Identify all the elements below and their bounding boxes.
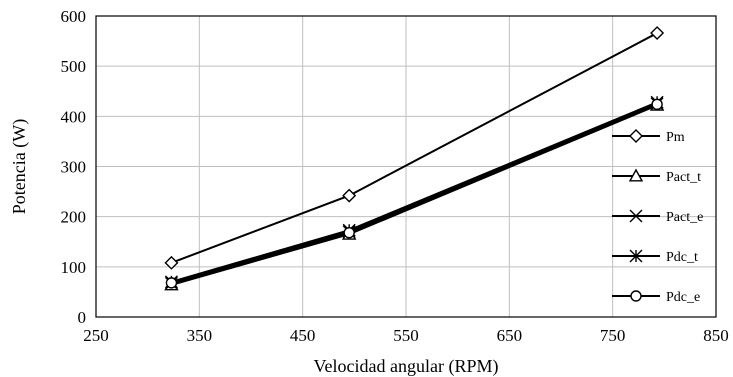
legend-item: Pdc_e: [612, 290, 700, 305]
y-tick-label: 400: [61, 107, 87, 126]
legend-label: Pdc_e: [666, 290, 700, 305]
y-tick-label: 0: [78, 308, 87, 327]
y-tick-label: 600: [61, 7, 87, 26]
legend: Pm Pact_t Pact_e Pdc_t Pdc_e: [612, 129, 703, 305]
legend-item: Pact_t: [612, 168, 701, 185]
marker-circle: [165, 277, 178, 289]
y-tick-label: 200: [61, 208, 87, 227]
marker-asterisk: [629, 249, 643, 263]
series-line: [171, 102, 658, 285]
y-tick-label: 300: [61, 158, 87, 177]
legend-item: Pact_e: [612, 209, 703, 225]
marker-circle: [343, 227, 355, 239]
series-pdc-e: [165, 98, 663, 289]
series-line: [171, 32, 658, 264]
tick-labels: 250 350 450 550 650 750 850 0 100 200 300 400 500 600: [61, 7, 729, 345]
x-tick-label: 550: [393, 326, 419, 345]
x-tick-label: 850: [703, 326, 729, 345]
series-pdc-t: [164, 95, 664, 289]
marker-circle: [651, 98, 663, 110]
marker-diamond: [164, 255, 179, 270]
series-group: [164, 26, 665, 291]
x-tick-label: 650: [497, 326, 523, 345]
x-tick-label: 350: [187, 326, 213, 345]
y-tick-label: 100: [61, 258, 87, 277]
plot-area-frame: [95, 15, 717, 318]
x-tick-label: 250: [83, 326, 109, 345]
legend-label: Pm: [666, 130, 685, 145]
legend-label: Pdc_t: [666, 250, 698, 265]
marker-x: [629, 209, 643, 223]
marker-diamond: [650, 26, 665, 41]
legend-label: Pact_t: [666, 170, 701, 185]
grid: [96, 16, 716, 317]
marker-circle: [630, 290, 642, 302]
series-line: [171, 103, 658, 284]
marker-triangle: [628, 168, 644, 182]
y-axis-label: Potencia (W): [9, 119, 30, 214]
series-pm: [164, 26, 665, 270]
legend-item: Pdc_t: [612, 249, 698, 265]
marker-diamond: [342, 188, 357, 203]
x-axis-label: Velocidad angular (RPM): [314, 356, 499, 377]
legend-label: Pact_e: [666, 210, 703, 225]
y-tick-label: 500: [61, 57, 87, 76]
legend-item: Pm: [612, 129, 685, 145]
x-tick-label: 450: [290, 326, 316, 345]
series-pact-e: [164, 97, 664, 290]
marker-diamond: [629, 129, 643, 143]
x-tick-label: 750: [600, 326, 626, 345]
series-line: [171, 101, 658, 283]
